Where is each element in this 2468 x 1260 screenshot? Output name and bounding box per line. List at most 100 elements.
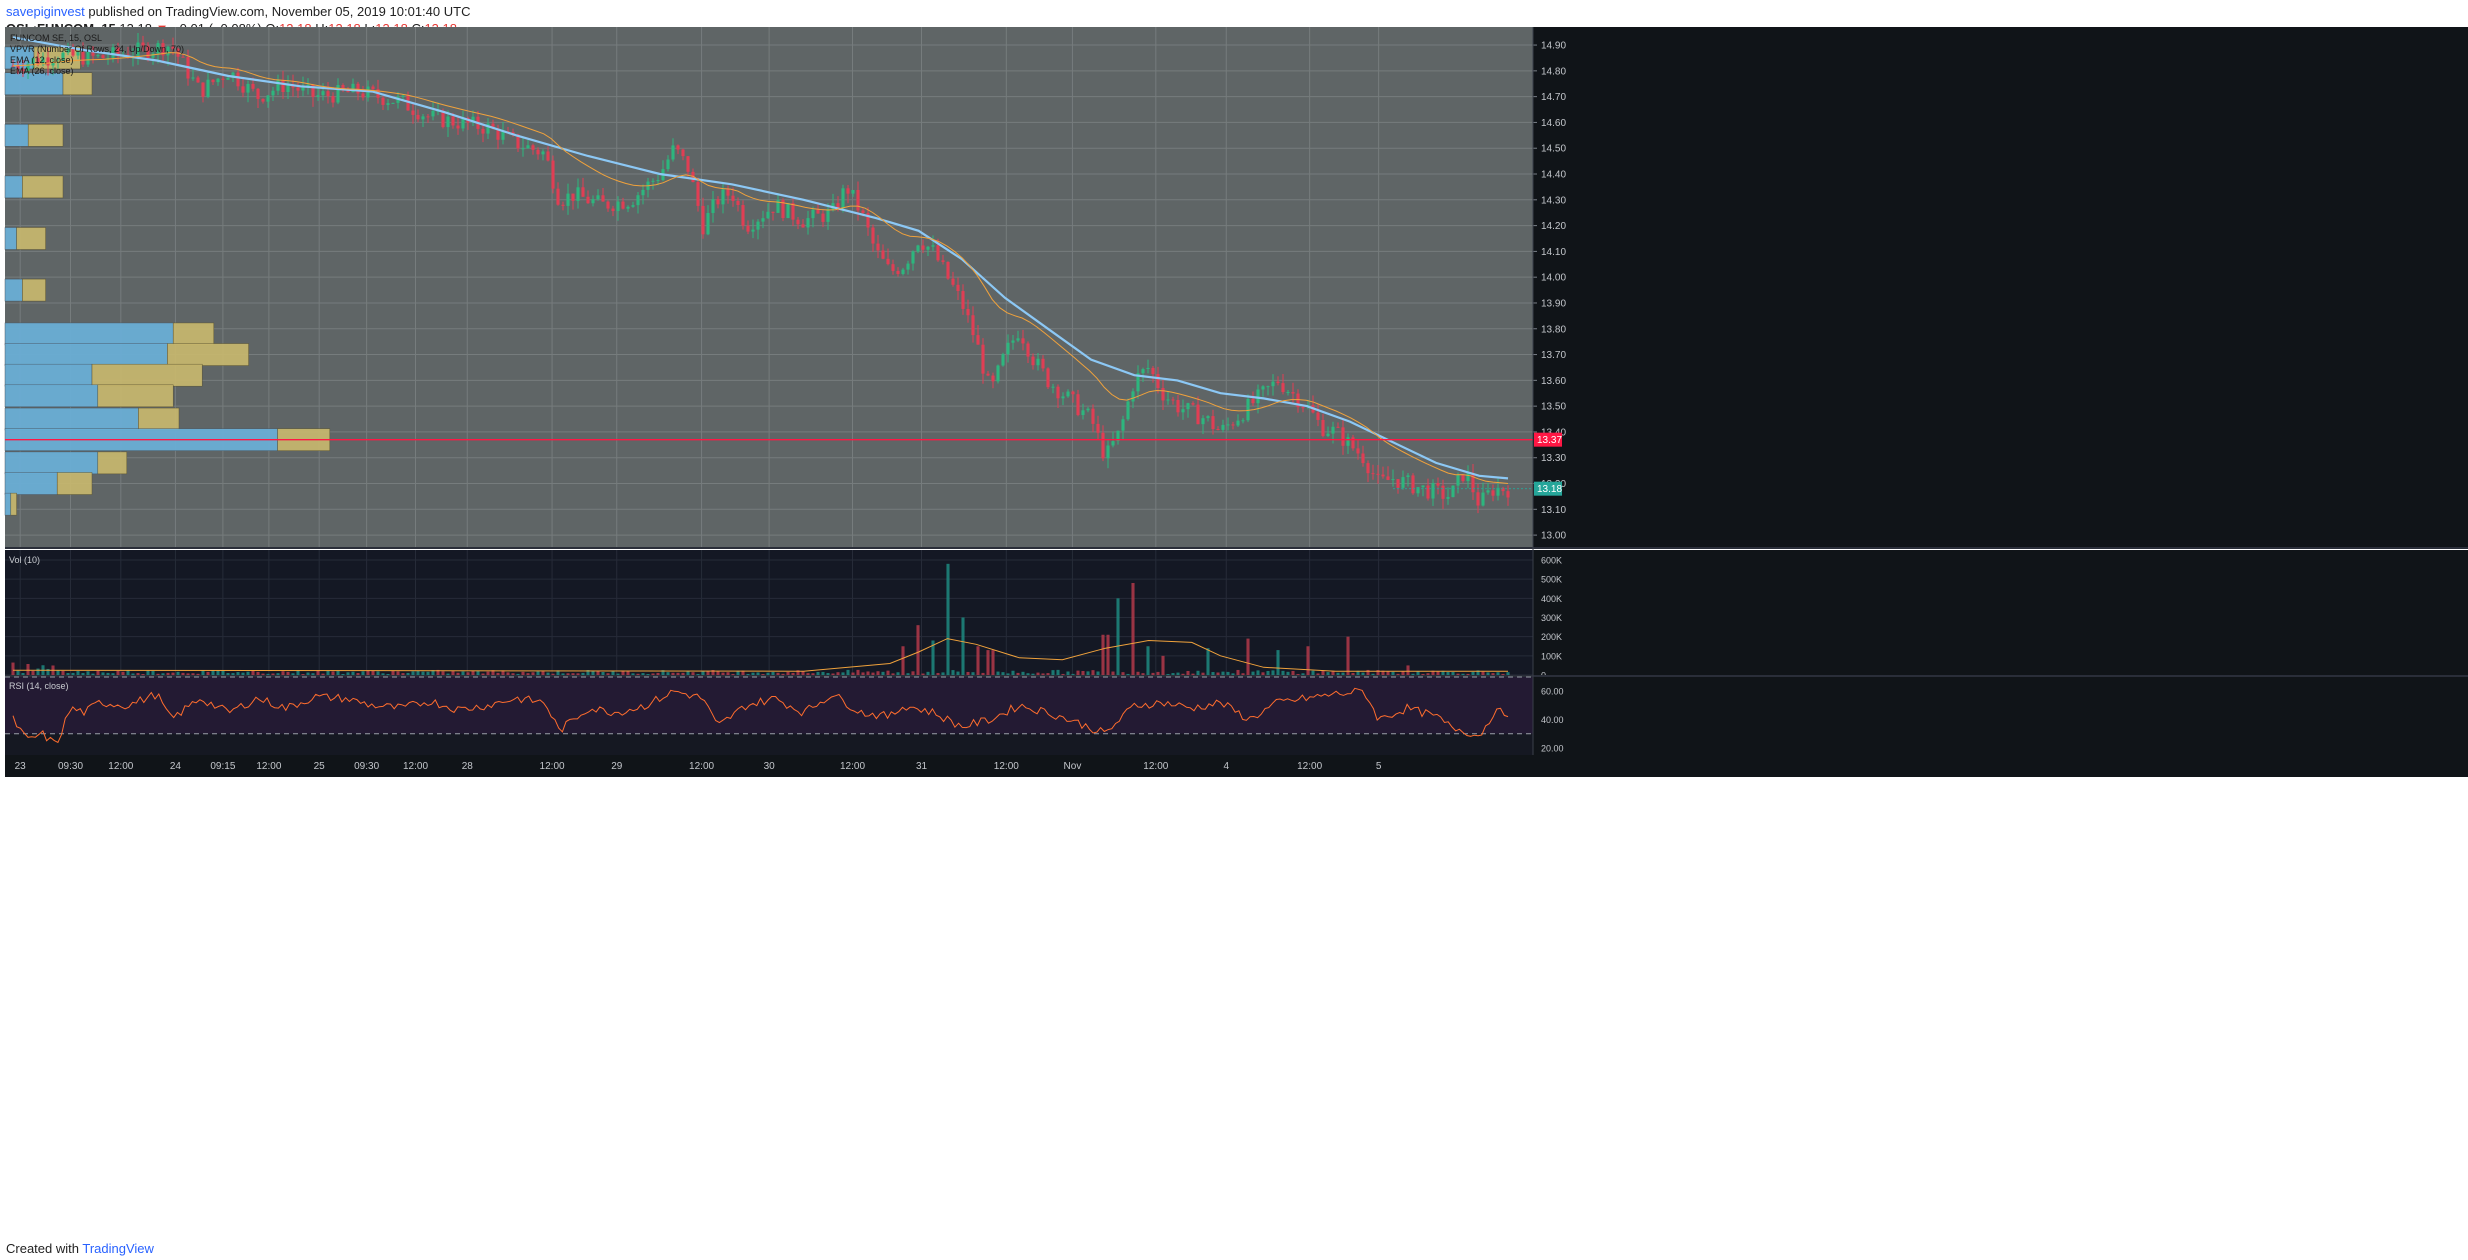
candle-up (401, 95, 405, 97)
volume-bar-up (821, 671, 825, 675)
candle-down (791, 203, 795, 220)
volume-bar-up (306, 672, 310, 675)
volume-profile-down-bar (138, 407, 180, 431)
price-tick-label: 13.30 (1541, 453, 1566, 464)
time-tick-label: 30 (764, 761, 776, 772)
candle-down (516, 134, 520, 149)
candle-down (171, 46, 175, 49)
ema-12-line (12, 52, 1509, 484)
volume-bar-down (671, 672, 675, 675)
volume-bar-up (1006, 673, 1010, 675)
volume-bar-down (301, 674, 305, 675)
volume-bar-down (966, 671, 970, 675)
candle-down (251, 83, 255, 89)
candle-down (561, 204, 565, 206)
volume-bar-down (1376, 670, 1380, 675)
tradingview-logo-link[interactable]: TradingView (82, 1241, 154, 1256)
candle-down (261, 98, 265, 102)
volume-bar-down (116, 670, 120, 675)
candle-up (541, 151, 545, 155)
candle-down (861, 210, 865, 214)
volume-bar-up (126, 670, 130, 675)
candle-up (1206, 416, 1210, 419)
volume-bar-up (1051, 670, 1055, 675)
candle-down (1196, 404, 1200, 425)
price-tick-label: 14.40 (1541, 170, 1566, 181)
candle-up (76, 51, 80, 56)
volume-profile-down-bar (22, 175, 64, 199)
volume-bar-up (946, 563, 950, 675)
volume-bar-down (441, 671, 445, 675)
volume-profile-down-bar (172, 322, 215, 346)
candle-down (201, 82, 205, 97)
candle-down (361, 93, 365, 98)
candle-down (1461, 475, 1465, 482)
candle-up (826, 209, 830, 222)
volume-bar-up (386, 673, 390, 675)
volume-bar-up (1031, 673, 1035, 675)
volume-bar-down (1396, 673, 1400, 675)
candle-down (1506, 491, 1510, 498)
volume-bar-down (876, 671, 880, 675)
volume-bar-up (1001, 672, 1005, 675)
volume-bar-up (151, 671, 155, 675)
candle-down (681, 149, 685, 157)
volume-bar-down (31, 670, 35, 675)
volume-bar-down (1046, 673, 1050, 675)
candle-up (1116, 430, 1120, 442)
volume-bar-up (376, 671, 380, 675)
candle-down (771, 211, 775, 213)
candle-up (636, 195, 640, 206)
candle-up (316, 95, 320, 97)
time-axis[interactable]: 23 09:30 12:00 24 09:15 12:00 25 09:30 12:00 28 12… (5, 27, 2468, 777)
volume-bar-up (21, 672, 25, 675)
candle-down (456, 125, 460, 129)
candle-down (1291, 392, 1295, 394)
volume-bar-down (1491, 673, 1495, 675)
author-link[interactable]: savepiginvest (6, 4, 85, 19)
candle-up (1181, 409, 1185, 413)
volume-tick-label: 400K (1541, 594, 1562, 604)
volume-bar-down (891, 673, 895, 675)
candle-down (891, 264, 895, 271)
candle-up (136, 42, 140, 57)
volume-profile-down-bar (62, 72, 93, 95)
candle-down (1216, 429, 1220, 431)
price-legend-item: EMA (26, close) (10, 66, 74, 76)
volume-bar-up (1416, 671, 1420, 675)
volume-bar-up (601, 672, 605, 675)
volume-bar-down (1246, 638, 1250, 675)
time-tick-label: 23 (15, 761, 27, 772)
rsi-pane[interactable]: 60.00 40.00 20.00 RSI (14, close) (5, 676, 2468, 755)
candle-up (421, 116, 425, 120)
volume-bar-up (1371, 673, 1375, 675)
volume-bar-down (1321, 670, 1325, 675)
volume-bar-down (1431, 670, 1435, 675)
candle-down (411, 110, 415, 115)
candle-down (346, 90, 350, 93)
volume-bar-down (526, 673, 530, 675)
candle-down (101, 55, 105, 59)
candle-up (1421, 485, 1425, 488)
candle-up (761, 218, 765, 222)
candle-down (46, 57, 50, 66)
candle-down (966, 308, 970, 316)
candle-down (1376, 473, 1380, 475)
candle-up (1051, 386, 1055, 388)
candle-down (731, 195, 735, 201)
volume-bar-down (1081, 670, 1085, 675)
volume-profile-down-bar (27, 124, 64, 147)
candle-up (1146, 367, 1150, 370)
candle-down (1441, 485, 1445, 499)
volume-bar-down (706, 671, 710, 675)
volume-pane[interactable]: 600K500K400K300K200K100K0Vol (10) (5, 550, 2468, 681)
volume-bar-up (81, 673, 85, 675)
candle-up (1011, 340, 1015, 343)
volume-bar-up (221, 670, 225, 675)
candle-up (66, 47, 70, 53)
volume-bar-down (916, 625, 920, 675)
price-pane[interactable]: 14.90 14.80 14.70 14.60 14.50 14.40 14.30 14.20… (4, 27, 2468, 549)
volume-bar-down (886, 670, 890, 675)
volume-bar-up (1411, 673, 1415, 675)
